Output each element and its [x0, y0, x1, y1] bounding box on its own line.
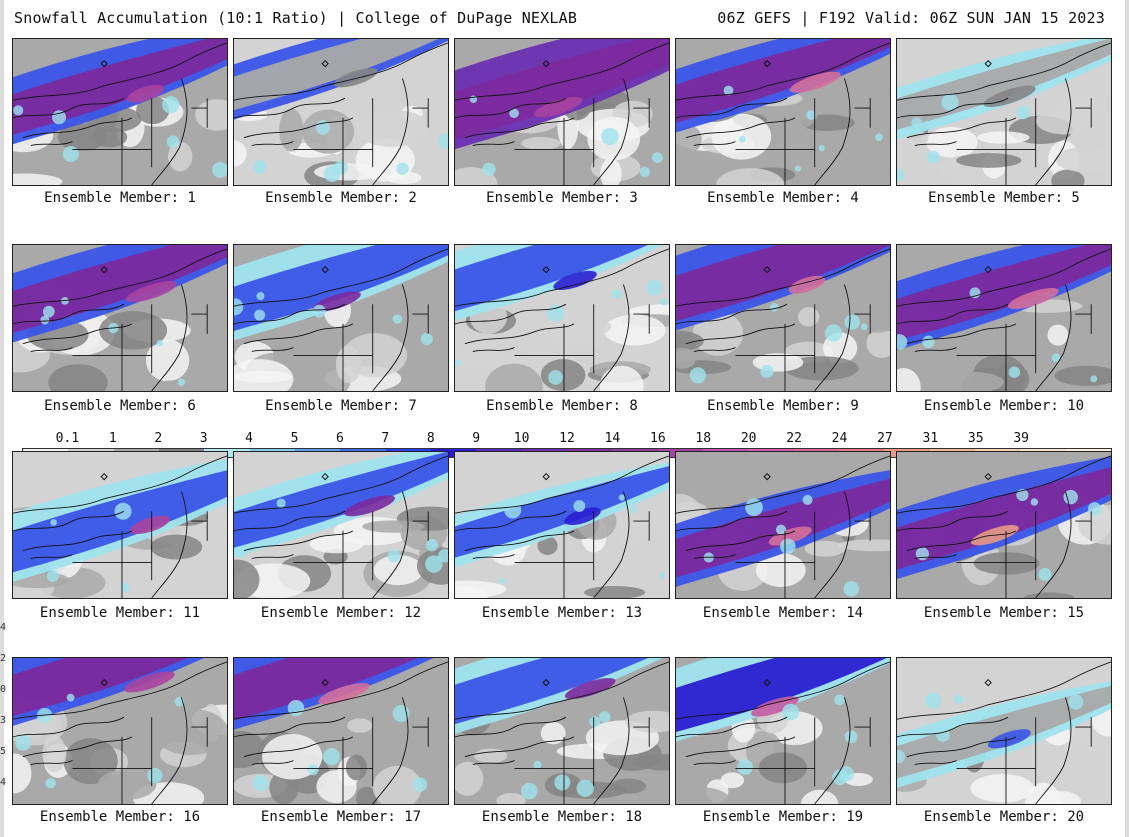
legend-tick-label: 16	[650, 431, 666, 446]
legend-tick-label: 12	[559, 431, 575, 446]
ensemble-map-18	[454, 657, 670, 805]
ensemble-map-19	[675, 657, 891, 805]
legend-tick-label: 20	[740, 431, 757, 446]
legend-tick-label: 22	[786, 431, 802, 446]
legend-tick-label: 35	[967, 431, 984, 446]
legend-tick-label: 7	[381, 431, 390, 446]
legend-tick-label: 1	[108, 431, 117, 446]
ensemble-label-15: Ensemble Member: 15	[923, 605, 1085, 621]
legend-tick-label: 24	[831, 431, 848, 446]
snowfall-map-graphic	[897, 658, 1111, 804]
snowfall-map-graphic	[897, 39, 1111, 185]
snowfall-map-graphic	[897, 245, 1111, 391]
snowfall-map-graphic	[455, 245, 669, 391]
ensemble-label-1: Ensemble Member: 1	[44, 190, 196, 206]
ensemble-map-2	[233, 38, 449, 186]
ensemble-label-4: Ensemble Member: 4	[707, 190, 859, 206]
legend-tick-label: 8	[426, 431, 435, 446]
ensemble-label-18: Ensemble Member: 18	[481, 809, 643, 825]
legend-tick-label: 14	[604, 431, 621, 446]
map-sheet: Snowfall Accumulation (10:1 Ratio) | Col…	[4, 0, 1125, 837]
edge-mark: 4	[0, 622, 7, 633]
snowfall-map-graphic	[455, 658, 669, 804]
snowfall-map-graphic	[234, 39, 448, 185]
ensemble-map-20	[896, 657, 1112, 805]
ensemble-label-14: Ensemble Member: 14	[702, 605, 864, 621]
snowfall-map-graphic	[676, 245, 890, 391]
ensemble-label-10: Ensemble Member: 10	[923, 398, 1085, 414]
ensemble-label-16: Ensemble Member: 16	[39, 809, 201, 825]
snowfall-map-graphic	[13, 245, 227, 391]
ensemble-map-6	[12, 244, 228, 392]
legend-tick-label: 18	[695, 431, 712, 446]
legend-tick-label: 39	[1013, 431, 1029, 446]
snowfall-map-graphic	[13, 39, 227, 185]
snowfall-map-graphic	[676, 452, 890, 598]
edge-mark: 0	[0, 684, 7, 695]
ensemble-label-17: Ensemble Member: 17	[260, 809, 422, 825]
run-valid-time: 06Z GEFS | F192 Valid: 06Z SUN JAN 15 20…	[717, 9, 1105, 27]
legend-swatch	[430, 449, 477, 457]
ensemble-label-20: Ensemble Member: 20	[923, 809, 1085, 825]
cropped-edge-marks: 4 2 0 3 5 4	[0, 612, 7, 798]
legend-tick-label: 0.1	[55, 431, 80, 446]
ensemble-label-5: Ensemble Member: 5	[928, 190, 1080, 206]
ensemble-label-12: Ensemble Member: 12	[260, 605, 422, 621]
snowfall-map-graphic	[13, 658, 227, 804]
snowfall-map-graphic	[455, 452, 669, 598]
snowfall-map-graphic	[455, 39, 669, 185]
legend-tick-label: 5	[290, 431, 299, 446]
ensemble-map-11	[12, 451, 228, 599]
legend-tick-label: 3	[199, 431, 208, 446]
ensemble-map-15	[896, 451, 1112, 599]
ensemble-label-19: Ensemble Member: 19	[702, 809, 864, 825]
ensemble-map-1	[12, 38, 228, 186]
ensemble-map-5	[896, 38, 1112, 186]
legend-tick-label: 4	[245, 431, 253, 446]
ensemble-map-14	[675, 451, 891, 599]
page-title: Snowfall Accumulation (10:1 Ratio) | Col…	[14, 9, 578, 27]
ensemble-map-16	[12, 657, 228, 805]
ensemble-map-8	[454, 244, 670, 392]
ensemble-label-7: Ensemble Member: 7	[265, 398, 417, 414]
snowfall-map-graphic	[234, 452, 448, 598]
snowfall-map-graphic	[234, 658, 448, 804]
legend-tick-label: 31	[922, 431, 939, 446]
ensemble-map-9	[675, 244, 891, 392]
legend-labels: 0.1 1 2 3 4 5 6 7 8 9 10 12 14 16 18 20 22 24 27 31 35 39	[22, 431, 1112, 447]
ensemble-map-4	[675, 38, 891, 186]
ensemble-label-8: Ensemble Member: 8	[486, 398, 638, 414]
legend-tick-label: 9	[472, 431, 481, 446]
snowfall-map-graphic	[676, 658, 890, 804]
edge-mark: 4	[0, 777, 7, 788]
legend-tick-label: 27	[877, 431, 893, 446]
legend-tick-label: 6	[335, 431, 344, 446]
snowfall-map-graphic	[234, 245, 448, 391]
snowfall-map-graphic	[13, 452, 227, 598]
ensemble-map-17	[233, 657, 449, 805]
legend-tick-label: 10	[513, 431, 530, 446]
ensemble-label-2: Ensemble Member: 2	[265, 190, 417, 206]
ensemble-map-13	[454, 451, 670, 599]
ensemble-map-7	[233, 244, 449, 392]
edge-mark: 2	[0, 653, 7, 664]
ensemble-label-3: Ensemble Member: 3	[486, 190, 638, 206]
ensemble-map-3	[454, 38, 670, 186]
ensemble-map-12	[233, 451, 449, 599]
snowfall-map-graphic	[676, 39, 890, 185]
legend-tick-label: 2	[154, 431, 163, 446]
ensemble-map-10	[896, 244, 1112, 392]
ensemble-label-9: Ensemble Member: 9	[707, 398, 859, 414]
ensemble-label-6: Ensemble Member: 6	[44, 398, 196, 414]
edge-mark: 5	[0, 746, 7, 757]
snowfall-map-graphic	[897, 452, 1111, 598]
edge-mark: 3	[0, 715, 7, 726]
ensemble-label-13: Ensemble Member: 13	[481, 605, 643, 621]
ensemble-label-11: Ensemble Member: 11	[39, 605, 201, 621]
